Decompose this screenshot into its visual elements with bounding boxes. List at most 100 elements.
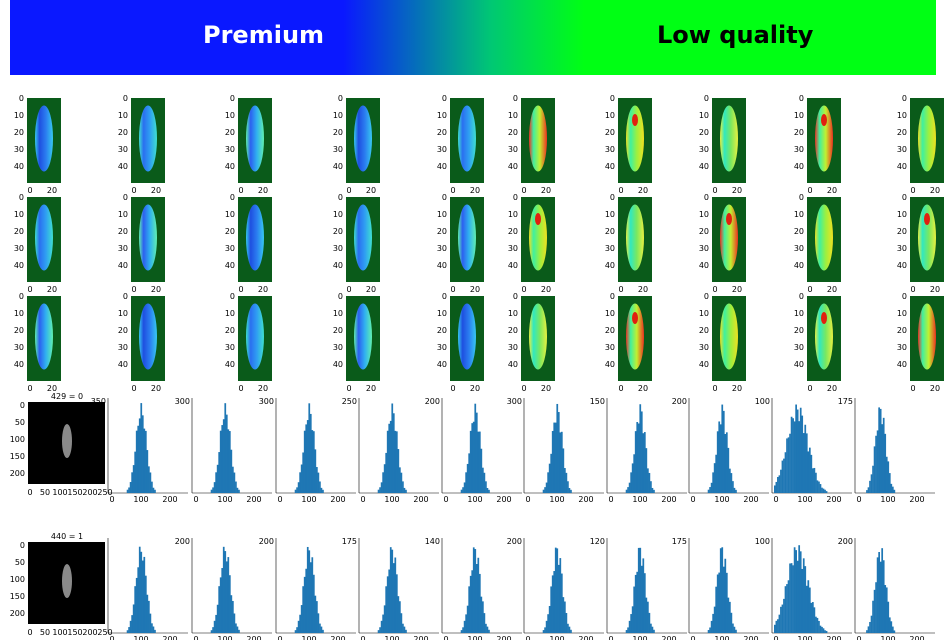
histogram-panel: 175 0 100 200: [342, 537, 439, 640]
heatmap-panel: 0 10 20 30 40 0 20: [14, 292, 61, 393]
histogram-bar: [403, 626, 406, 633]
histogram-bar: [810, 602, 813, 633]
y-tick-label: 20: [118, 326, 128, 335]
histogram-bar: [722, 410, 725, 493]
y-tick-label: 0: [19, 292, 24, 301]
histogram-bar: [380, 620, 383, 633]
y-tick-label: 40: [794, 261, 804, 270]
histogram-bar: [141, 415, 144, 493]
y-tick-label: 20: [794, 326, 804, 335]
histogram-bar: [643, 573, 646, 633]
y-tick-label: 30: [605, 343, 615, 352]
histogram-bar: [312, 431, 315, 493]
histogram-bar: [471, 423, 474, 493]
y-tick-label: 40: [225, 261, 235, 270]
histogram-bar: [227, 429, 230, 493]
histogram-bar: [382, 614, 384, 633]
histogram-bar: [483, 613, 486, 633]
histogram-bar: [312, 574, 315, 633]
histogram-bar: [816, 617, 819, 633]
y-tick-label: 20: [605, 227, 615, 236]
y-tick-label: 300: [175, 397, 190, 406]
histogram-bar: [143, 556, 146, 633]
histogram-bar: [628, 482, 631, 493]
histogram-panel: 200 0 100 200: [175, 537, 272, 640]
histogram-bar: [480, 448, 483, 493]
histogram-bar: [219, 430, 222, 493]
histogram-bar: [233, 472, 236, 493]
histogram-bar: [707, 630, 710, 633]
histogram-bar: [888, 473, 891, 493]
histogram-bar: [777, 476, 779, 493]
heatmap-panel: 0 10 20 30 40 0 20: [508, 292, 555, 393]
kernel-blob: [35, 204, 53, 271]
y-tick-label: 40: [118, 162, 128, 171]
histogram-bar: [551, 575, 554, 633]
histogram-bar: [778, 614, 781, 633]
histogram-bar: [297, 482, 300, 493]
histogram-bar: [137, 567, 140, 633]
hotspot: [821, 114, 827, 126]
x-tick-label: 100: [714, 495, 729, 504]
histogram-bar: [812, 602, 814, 633]
histogram-bar: [872, 465, 874, 493]
y-tick-label: 40: [225, 360, 235, 369]
x-tick-label: 20: [47, 285, 57, 294]
histogram-bar: [890, 483, 893, 493]
heatmap-panel: 0 10 20 30 40 0 20: [897, 193, 944, 294]
histogram-bar: [478, 573, 481, 633]
y-tick-label: 30: [437, 343, 447, 352]
histogram-bar: [294, 489, 297, 493]
x-tick-label: 0: [443, 635, 448, 640]
y-tick-label: 0: [230, 292, 235, 301]
x-tick-label: 250: [97, 628, 112, 637]
y-tick-label: 30: [118, 145, 128, 154]
histogram-bar: [314, 449, 317, 493]
histogram-bar: [775, 620, 778, 633]
histogram-bar: [807, 451, 810, 493]
histogram-panel: 200 0 100 200: [838, 537, 935, 640]
histogram-bar: [882, 560, 885, 633]
histogram-bar: [132, 604, 135, 633]
histogram-bar: [472, 421, 475, 493]
histogram-bar: [309, 413, 312, 493]
histogram-bar: [713, 606, 716, 633]
histogram-bar: [395, 574, 398, 633]
histogram-bar: [801, 415, 804, 493]
y-tick-label: 20: [897, 326, 907, 335]
histogram-bar: [129, 482, 132, 493]
histogram-bar: [867, 487, 870, 493]
histogram-bar: [149, 472, 152, 493]
x-tick-label: 50: [40, 488, 50, 497]
heatmap-panel: 0 10 20 30 40 0 20: [118, 292, 165, 393]
y-tick-label: 10: [225, 111, 235, 120]
histogram-bar: [824, 489, 826, 493]
heatmap-panel: 0 10 20 30 40 0 20: [699, 94, 746, 195]
x-tick-label: 20: [366, 285, 376, 294]
kernel-blob: [354, 105, 372, 172]
histogram-bar: [228, 575, 231, 633]
x-tick-label: 0: [690, 635, 695, 640]
histogram-bar: [774, 485, 776, 493]
histogram-bar: [799, 407, 802, 493]
histogram-bar: [650, 481, 652, 493]
histogram-bar: [225, 561, 228, 633]
histogram-bar: [230, 449, 233, 493]
y-tick-label: 30: [508, 244, 518, 253]
histogram-bar: [813, 467, 816, 493]
histogram-bar: [460, 489, 463, 493]
y-tick-label: 200: [507, 537, 522, 546]
x-tick-label: 0: [131, 384, 136, 393]
x-tick-label: 0: [618, 186, 623, 195]
x-tick-label: 0: [608, 635, 613, 640]
histogram-bar: [821, 626, 823, 633]
y-tick-label: 0: [902, 94, 907, 103]
y-tick-label: 20: [437, 128, 447, 137]
histogram-bar: [383, 605, 386, 633]
histogram-bar: [213, 620, 216, 633]
histogram-bar: [713, 463, 716, 493]
histogram-bar: [482, 467, 484, 493]
histogram-bar: [735, 489, 737, 493]
